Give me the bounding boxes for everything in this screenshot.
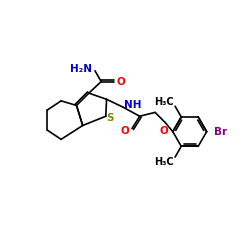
Text: O: O (116, 76, 125, 86)
Text: Br: Br (214, 127, 228, 137)
Text: H₂N: H₂N (70, 64, 92, 74)
Text: O: O (160, 126, 169, 136)
Text: S: S (107, 113, 114, 123)
Text: NH: NH (124, 100, 142, 110)
Text: O: O (121, 126, 130, 136)
Text: H₃C: H₃C (154, 96, 174, 106)
Text: H₃C: H₃C (154, 157, 174, 167)
